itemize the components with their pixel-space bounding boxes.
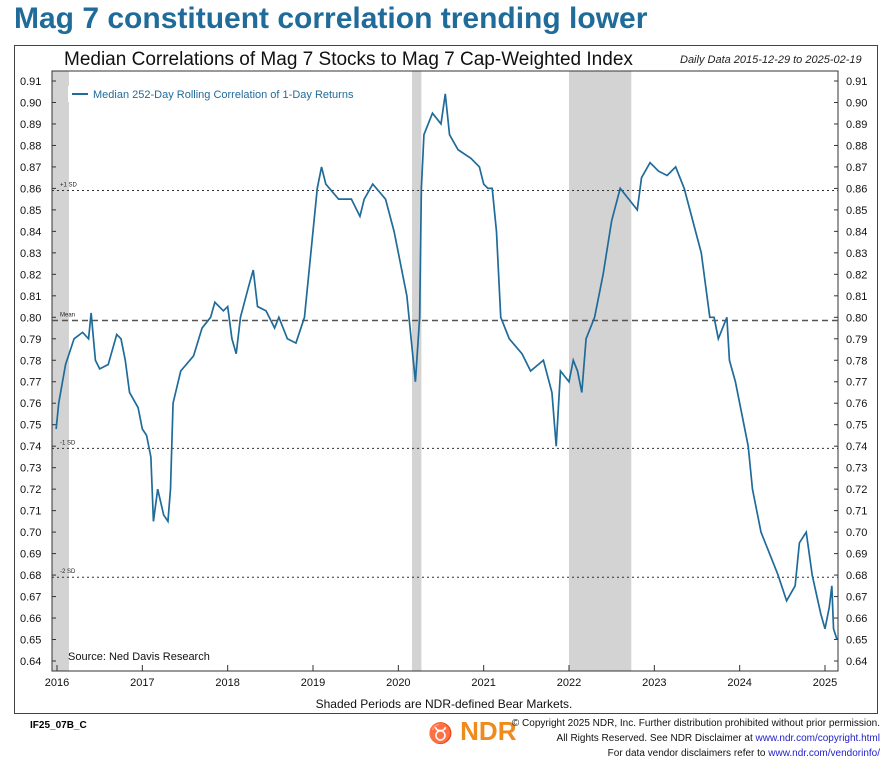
ndr-logo: ♉ NDR [428,716,516,747]
y-tick-label-right: 0.77 [846,377,867,389]
x-tick-label: 2018 [215,677,239,689]
y-tick-label-left: 0.66 [20,613,41,625]
y-tick-label-left: 0.74 [20,441,41,453]
copyright-link[interactable]: www.ndr.com/copyright.html [755,733,881,744]
y-tick-label-left: 0.82 [20,269,41,281]
y-tick-label-left: 0.79 [20,334,41,346]
y-tick-label-right: 0.72 [846,484,867,496]
x-tick-label: 2020 [386,677,410,689]
y-tick-label-right: 0.89 [846,119,867,131]
bear-market-shade [569,71,632,671]
y-tick-label-right: 0.86 [846,183,867,195]
y-tick-label-right: 0.84 [846,226,867,238]
reference-label: +1 SD [60,183,78,189]
y-tick-label-right: 0.68 [846,570,867,582]
y-tick-label-left: 0.87 [20,162,41,174]
chart-subtitle: Daily Data 2015-12-29 to 2025-02-19 [680,54,862,66]
plot-area [51,70,839,672]
y-tick-label-left: 0.88 [20,140,41,152]
y-tick-label-left: 0.89 [20,119,41,131]
copyright-line3: For data vendor disclaimers refer to [607,748,769,759]
y-tick-label-right: 0.83 [846,248,867,260]
source-label: Source: Ned Davis Research [68,651,210,663]
x-tick-label: 2017 [130,677,154,689]
y-tick-label-right: 0.65 [846,635,867,647]
y-tick-label-left: 0.81 [20,291,41,303]
y-tick-label-left: 0.75 [20,420,41,432]
y-tick-label-right: 0.85 [846,205,867,217]
y-tick-label-left: 0.84 [20,226,41,238]
y-tick-label-right: 0.91 [846,76,867,88]
vendor-link[interactable]: www.ndr.com/vendorinfo/ [768,748,880,759]
copyright: © Copyright 2025 NDR, Inc. Further distr… [512,716,880,761]
legend-box [68,86,368,102]
y-tick-label-left: 0.77 [20,377,41,389]
y-tick-label-right: 0.88 [846,140,867,152]
y-tick-label-right: 0.78 [846,355,867,367]
x-tick-label: 2021 [471,677,495,689]
reference-label: -2 SD [60,569,76,575]
y-tick-label-left: 0.71 [20,506,41,518]
y-tick-label-right: 0.82 [846,269,867,281]
y-tick-label-left: 0.86 [20,183,41,195]
x-tick-label: 2025 [813,677,837,689]
y-tick-label-right: 0.75 [846,420,867,432]
y-tick-label-right: 0.70 [846,527,867,539]
x-tick-label: 2024 [727,677,751,689]
y-tick-label-right: 0.74 [846,441,867,453]
y-tick-label-right: 0.71 [846,506,867,518]
bull-bear-icon: ♉ [428,723,453,745]
y-tick-label-right: 0.64 [846,656,867,668]
legend-label: Median 252-Day Rolling Correlation of 1-… [93,89,354,101]
chart-title: Median Correlations of Mag 7 Stocks to M… [64,49,633,70]
y-tick-label-right: 0.90 [846,97,867,109]
y-tick-label-left: 0.91 [20,76,41,88]
y-tick-label-left: 0.65 [20,635,41,647]
copyright-line1: © Copyright 2025 NDR, Inc. Further distr… [511,718,880,729]
y-tick-label-left: 0.73 [20,463,41,475]
y-tick-label-left: 0.78 [20,355,41,367]
y-tick-label-left: 0.90 [20,97,41,109]
shaded-note: Shaded Periods are NDR-defined Bear Mark… [315,697,573,711]
y-tick-label-left: 0.80 [20,312,41,324]
reference-label: -1 SD [60,440,76,446]
x-tick-label: 2023 [642,677,666,689]
headline: Mag 7 constituent correlation trending l… [14,2,648,35]
y-tick-label-left: 0.68 [20,570,41,582]
y-tick-label-right: 0.87 [846,162,867,174]
copyright-line2: All Rights Reserved. See NDR Disclaimer … [556,733,756,744]
y-tick-label-right: 0.79 [846,334,867,346]
x-tick-label: 2019 [301,677,325,689]
y-tick-label-right: 0.80 [846,312,867,324]
y-tick-label-left: 0.67 [20,592,41,604]
x-tick-label: 2022 [557,677,581,689]
chart-code: IF25_07B_C [30,720,87,731]
y-tick-label-left: 0.85 [20,205,41,217]
y-tick-label-right: 0.66 [846,613,867,625]
y-tick-label-left: 0.69 [20,549,41,561]
y-tick-label-left: 0.76 [20,398,41,410]
y-tick-label-left: 0.72 [20,484,41,496]
y-tick-label-right: 0.69 [846,549,867,561]
y-tick-label-left: 0.70 [20,527,41,539]
x-tick-label: 2016 [45,677,69,689]
series-line [55,93,838,640]
y-tick-label-right: 0.67 [846,592,867,604]
y-tick-label-left: 0.83 [20,248,41,260]
y-tick-label-right: 0.73 [846,463,867,475]
y-tick-label-right: 0.76 [846,398,867,410]
bear-market-shade [52,71,69,671]
chart-frame [14,45,878,714]
reference-label: Mean [60,313,75,319]
y-tick-label-left: 0.64 [20,656,41,668]
logo-text: NDR [460,716,517,746]
y-tick-label-right: 0.81 [846,291,867,303]
